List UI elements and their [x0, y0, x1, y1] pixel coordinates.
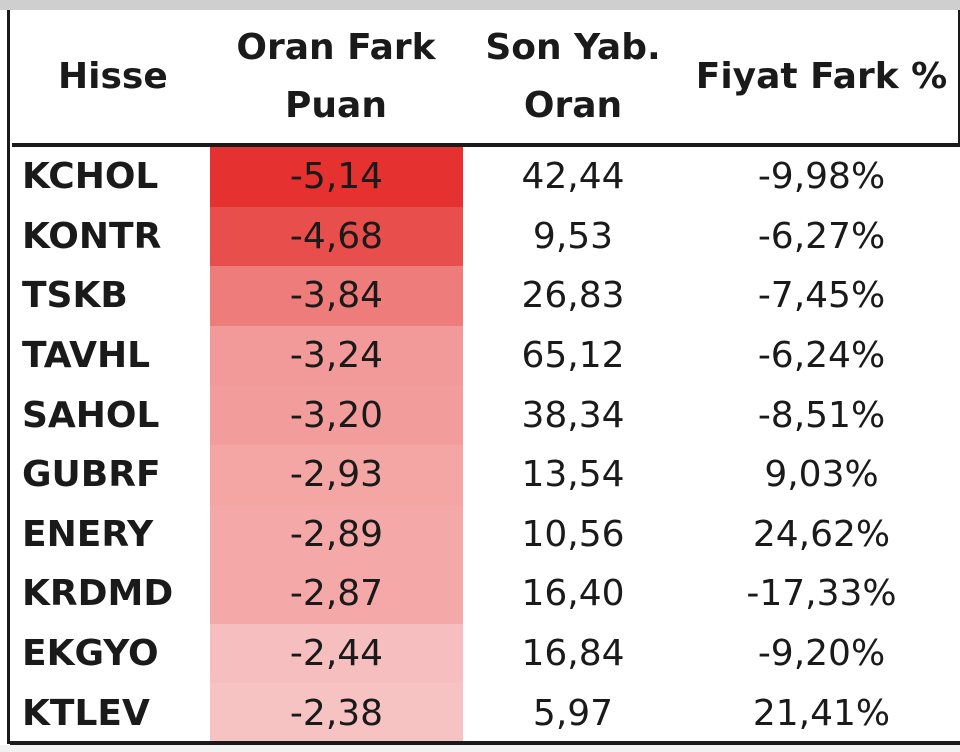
- cell-fiyat-fark: 9,03%: [764, 454, 879, 496]
- cell-fiyat-fark: -6,27%: [757, 215, 886, 257]
- cell-son-yab: 26,83: [521, 275, 625, 317]
- cell-oran-fark: -5,14: [208, 145, 463, 207]
- cell-fiyat-fark: -9,98%: [757, 156, 886, 198]
- cell-son-yab: 65,12: [521, 335, 625, 377]
- cell-oran-fark: -2,93: [208, 444, 463, 505]
- cell-oran-fark: -3,20: [208, 385, 463, 445]
- header-hisse: Hisse: [12, 10, 209, 147]
- left-border: [0, 10, 10, 744]
- table-row: EKGYO -2,44 16,84 -9,20%: [12, 623, 960, 684]
- cell-hisse: EKGYO: [22, 633, 159, 675]
- header-oran-fark-line2: Puan: [285, 84, 387, 126]
- table-row: KCHOL -5,14 42,44 -9,98%: [12, 145, 960, 207]
- cell-son-yab: 38,34: [521, 394, 625, 436]
- header-fiyat-fark-label: Fiyat Fark %: [695, 55, 948, 97]
- cell-hisse: ENERY: [22, 513, 154, 555]
- cell-hisse: TAVHL: [22, 335, 151, 377]
- header-son-yab-line1: Son Yab.: [485, 26, 661, 68]
- cell-hisse: KRDMD: [22, 573, 174, 615]
- table-row: TSKB -3,84 26,83 -7,45%: [12, 266, 960, 326]
- cell-hisse: KONTR: [22, 215, 162, 257]
- cell-oran-fark: -2,89: [208, 504, 463, 565]
- top-divider: [0, 0, 960, 10]
- header-hisse-label: Hisse: [58, 55, 168, 97]
- header-oran-fark-line1: Oran Fark: [236, 26, 436, 68]
- cell-oran-fark: -2,87: [208, 564, 463, 624]
- cell-fiyat-fark: -17,33%: [746, 573, 897, 615]
- header-son-yab-oran: Son Yab. Oran: [463, 10, 683, 147]
- cell-son-yab: 9,53: [532, 215, 614, 257]
- table-row: SAHOL -3,20 38,34 -8,51%: [12, 385, 960, 445]
- cell-oran-fark: -4,68: [208, 206, 463, 267]
- header-fiyat-fark: Fiyat Fark %: [683, 10, 960, 147]
- cell-hisse: KCHOL: [22, 156, 159, 198]
- cell-oran-fark: -3,84: [208, 266, 463, 326]
- cell-son-yab: 42,44: [521, 156, 625, 198]
- header-oran-fark-puan: Oran Fark Puan: [209, 10, 463, 147]
- cell-hisse: KTLEV: [22, 692, 150, 734]
- cell-fiyat-fark: 21,41%: [752, 692, 891, 734]
- cell-son-yab: 13,54: [521, 454, 625, 496]
- table-row: KRDMD -2,87 16,40 -17,33%: [12, 564, 960, 624]
- cell-oran-fark: -3,24: [208, 325, 463, 386]
- cell-fiyat-fark: -8,51%: [757, 394, 886, 436]
- cell-fiyat-fark: -7,45%: [757, 275, 886, 317]
- cell-fiyat-fark: 24,62%: [752, 513, 891, 555]
- cell-fiyat-fark: -6,24%: [757, 335, 886, 377]
- cell-son-yab: 10,56: [521, 513, 625, 555]
- table-row: KONTR -4,68 9,53 -6,27%: [12, 206, 960, 267]
- cell-son-yab: 5,97: [532, 692, 614, 734]
- cell-oran-fark: -2,38: [208, 683, 463, 743]
- cell-son-yab: 16,84: [521, 633, 625, 675]
- header-son-yab-line2: Oran: [523, 84, 623, 126]
- table-row: ENERY -2,89 10,56 24,62%: [12, 504, 960, 565]
- stock-table: Hisse Oran Fark Puan Son Yab. Oran Fiyat…: [12, 10, 960, 743]
- cell-fiyat-fark: -9,20%: [757, 633, 886, 675]
- cell-oran-fark: -2,44: [208, 623, 463, 684]
- bottom-border: [10, 741, 960, 745]
- table-row: KTLEV -2,38 5,97 21,41%: [12, 683, 960, 743]
- cell-son-yab: 16,40: [521, 573, 625, 615]
- cell-hisse: SAHOL: [22, 394, 160, 436]
- table-header: Hisse Oran Fark Puan Son Yab. Oran Fiyat…: [12, 10, 960, 147]
- table-row: TAVHL -3,24 65,12 -6,24%: [12, 325, 960, 386]
- bottom-strip: [0, 745, 960, 752]
- table-row: GUBRF -2,93 13,54 9,03%: [12, 444, 960, 505]
- table-body: KCHOL -5,14 42,44 -9,98% KONTR -4,68 9,5…: [12, 145, 960, 743]
- header-row: Hisse Oran Fark Puan Son Yab. Oran Fiyat…: [12, 10, 960, 147]
- cell-hisse: GUBRF: [22, 454, 161, 496]
- cell-hisse: TSKB: [22, 275, 128, 317]
